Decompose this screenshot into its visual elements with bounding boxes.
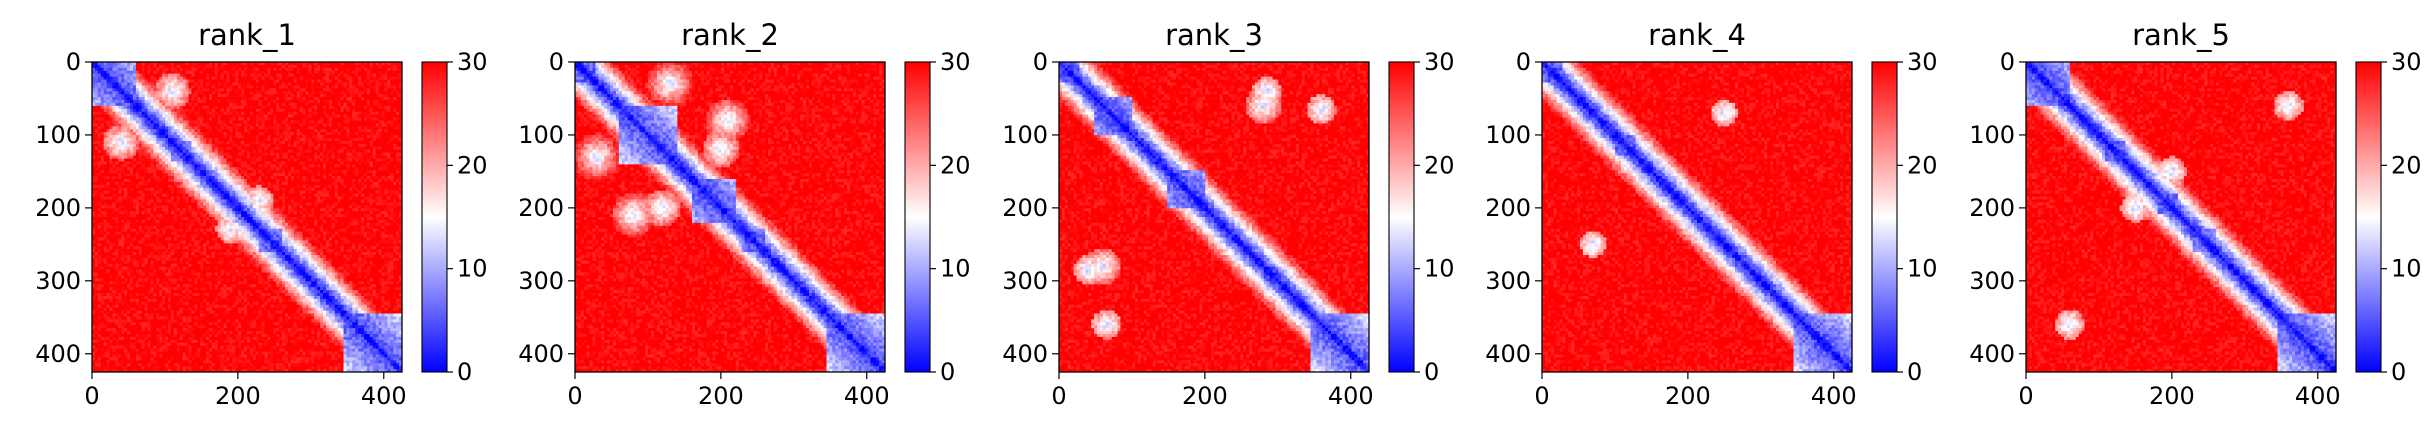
y-tick-label: 400 <box>1969 340 2015 368</box>
colorbar-tick-label: 0 <box>457 358 472 386</box>
y-tick-label: 200 <box>518 194 564 222</box>
colorbar-tick-label: 30 <box>457 48 488 76</box>
x-tick-label: 0 <box>84 382 99 410</box>
heatmap-cells <box>1542 62 1852 372</box>
y-tick-label: 200 <box>1485 194 1531 222</box>
x-tick-label: 0 <box>2018 382 2033 410</box>
colorbar-tick-label: 10 <box>940 255 971 283</box>
y-tick-label: 0 <box>1033 48 1048 76</box>
heatmap-cells <box>575 62 885 372</box>
colorbar <box>1389 62 1414 372</box>
x-tick-label: 0 <box>1051 382 1066 410</box>
y-tick-label: 400 <box>518 340 564 368</box>
colorbar-tick-label: 10 <box>1424 255 1455 283</box>
y-tick-label: 400 <box>1002 340 1048 368</box>
y-tick-label: 0 <box>66 48 81 76</box>
x-tick-label: 400 <box>844 382 890 410</box>
y-tick-label: 100 <box>518 121 564 149</box>
colorbar-tick-label: 20 <box>2391 151 2422 179</box>
y-tick-label: 200 <box>1969 194 2015 222</box>
colorbar-tick-label: 20 <box>1424 151 1455 179</box>
y-tick-label: 200 <box>1002 194 1048 222</box>
x-tick-label: 400 <box>1328 382 1374 410</box>
colorbar-tick-label: 10 <box>1907 255 1938 283</box>
colorbar-tick-label: 10 <box>457 255 488 283</box>
x-tick-label: 400 <box>2295 382 2341 410</box>
x-tick-label: 200 <box>698 382 744 410</box>
colorbar <box>422 62 447 372</box>
y-tick-label: 0 <box>2000 48 2015 76</box>
x-tick-label: 200 <box>1182 382 1228 410</box>
y-tick-label: 400 <box>35 340 81 368</box>
y-tick-label: 100 <box>1002 121 1048 149</box>
y-tick-label: 200 <box>35 194 81 222</box>
chart-title: rank_2 <box>681 18 779 52</box>
chart-title: rank_3 <box>1165 18 1263 52</box>
x-tick-label: 400 <box>1811 382 1857 410</box>
y-tick-label: 300 <box>1002 267 1048 295</box>
colorbar-tick-label: 30 <box>1424 48 1455 76</box>
colorbar-tick-label: 20 <box>1907 151 1938 179</box>
x-tick-label: 400 <box>361 382 407 410</box>
y-tick-label: 300 <box>1485 267 1531 295</box>
x-tick-label: 0 <box>567 382 582 410</box>
y-tick-label: 0 <box>1516 48 1531 76</box>
colorbar-tick-label: 30 <box>2391 48 2422 76</box>
y-tick-label: 300 <box>1969 267 2015 295</box>
colorbar-tick-label: 10 <box>2391 255 2422 283</box>
colorbar-tick-label: 0 <box>1424 358 1439 386</box>
heatmap-cells <box>92 62 402 372</box>
x-tick-label: 200 <box>1665 382 1711 410</box>
chart-title: rank_5 <box>2132 18 2230 52</box>
heatmap-cells <box>1059 62 1369 372</box>
y-tick-label: 100 <box>1485 121 1531 149</box>
y-tick-label: 400 <box>1485 340 1531 368</box>
heatmap-cells <box>2026 62 2336 372</box>
colorbar <box>2356 62 2381 372</box>
colorbar <box>1872 62 1897 372</box>
colorbar-tick-label: 20 <box>457 151 488 179</box>
y-tick-label: 300 <box>35 267 81 295</box>
y-tick-label: 100 <box>35 121 81 149</box>
y-tick-label: 100 <box>1969 121 2015 149</box>
x-tick-label: 0 <box>1534 382 1549 410</box>
colorbar-tick-label: 30 <box>1907 48 1938 76</box>
colorbar <box>905 62 930 372</box>
colorbar-tick-label: 20 <box>940 151 971 179</box>
colorbar-tick-label: 0 <box>940 358 955 386</box>
colorbar-tick-label: 30 <box>940 48 971 76</box>
colorbar-tick-label: 0 <box>2391 358 2406 386</box>
chart-title: rank_4 <box>1648 18 1746 52</box>
y-tick-label: 0 <box>549 48 564 76</box>
x-tick-label: 200 <box>215 382 261 410</box>
colorbar-tick-label: 0 <box>1907 358 1922 386</box>
chart-title: rank_1 <box>198 18 296 52</box>
y-tick-label: 300 <box>518 267 564 295</box>
x-tick-label: 200 <box>2149 382 2195 410</box>
